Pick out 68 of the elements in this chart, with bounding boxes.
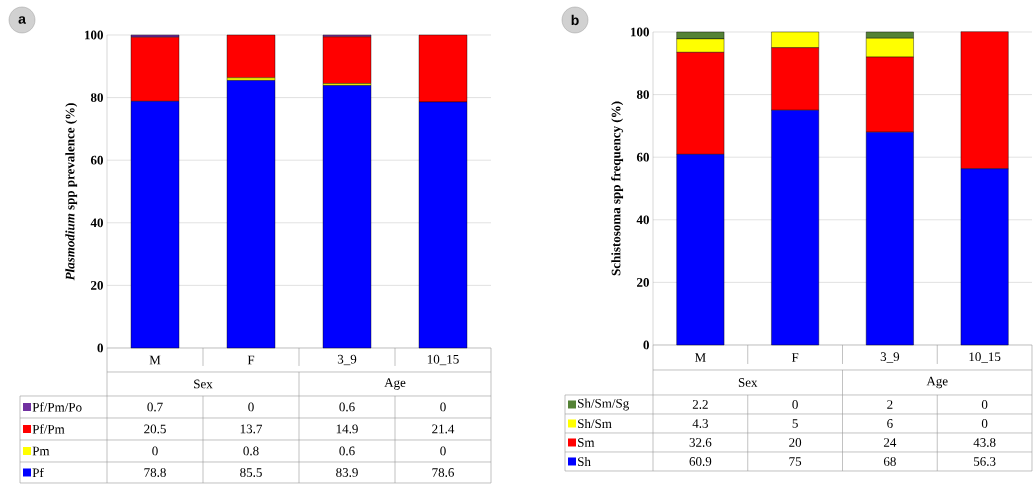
- text: Age: [926, 376, 948, 389]
- chart-title: b: [571, 14, 579, 26]
- legend-label: Sh/Sm: [578, 418, 612, 429]
- data-label: 0: [440, 446, 446, 456]
- data-label: 60.9: [689, 457, 712, 466]
- x-tick-label: 10_15: [969, 352, 1001, 363]
- y-tick-label: 0: [643, 340, 649, 350]
- data-label: 0: [792, 400, 798, 409]
- data-label: 21.4: [432, 424, 455, 434]
- x-tick-label: 10_15: [427, 354, 459, 366]
- legend-label: Sh: [578, 456, 591, 467]
- data-label: 0: [152, 446, 158, 456]
- data-label: 20: [789, 438, 802, 447]
- y-tick-label: 20: [637, 278, 649, 287]
- data-label: 0.8: [243, 446, 259, 456]
- y-tick-label: 80: [90, 93, 103, 102]
- data-label: 14.9: [336, 424, 358, 434]
- y-axis-title: Schistosoma spp frequency (%): [611, 101, 624, 276]
- data-label: 2: [887, 400, 893, 409]
- data-label: 0.7: [147, 402, 163, 412]
- y-tick-label: 40: [90, 218, 103, 228]
- data-label: 68: [883, 457, 896, 466]
- data-label: 0: [248, 402, 254, 412]
- data-label: 43.8: [973, 438, 996, 447]
- data-label: 56.3: [974, 457, 996, 466]
- data-label: 13.7: [240, 424, 263, 434]
- data-label: 85.5: [240, 468, 262, 477]
- data-label: 78.8: [144, 468, 166, 477]
- y-tick-label: 80: [636, 90, 649, 99]
- x-tick-label: 3_9: [880, 352, 900, 363]
- data-label: 0: [440, 402, 446, 412]
- text: Sex: [194, 379, 213, 389]
- legend-label: Sh/Sm/Sg: [578, 398, 629, 411]
- data-label: 0.6: [339, 446, 355, 456]
- data-label: 4.3: [692, 419, 708, 428]
- x-tick-label: M: [149, 355, 161, 365]
- y-tick-label: 60: [90, 155, 103, 165]
- legend-label: Pm: [32, 446, 50, 456]
- y-tick-label: 40: [636, 215, 649, 225]
- data-label: 24: [883, 438, 897, 447]
- y-axis-title: Plasmodium spp prevalence (%): [65, 103, 78, 281]
- data-label: 83.9: [336, 468, 358, 477]
- data-label: 0: [981, 400, 988, 409]
- x-tick-label: F: [791, 353, 799, 362]
- data-label: 0: [981, 419, 988, 428]
- data-label: 20.5: [144, 424, 166, 434]
- legend-label: Sm: [578, 438, 595, 447]
- x-tick-label: M: [694, 353, 706, 362]
- legend-label: Pf: [32, 467, 44, 478]
- y-tick-label: 60: [636, 152, 649, 162]
- data-label: 32.6: [689, 438, 712, 447]
- legend-label: Pf/Pm: [32, 424, 65, 434]
- x-tick-label: F: [247, 355, 255, 365]
- text: Age: [384, 378, 406, 390]
- text: Sex: [738, 378, 758, 387]
- y-tick-label: 100: [85, 30, 103, 40]
- data-label: 78.6: [432, 468, 454, 477]
- chart-title: a: [18, 16, 26, 24]
- data-label: 2.2: [692, 400, 708, 409]
- y-tick-label: 0: [97, 343, 103, 353]
- x-tick-label: 3_9: [337, 354, 357, 366]
- data-label: 5: [792, 419, 798, 428]
- data-label: 6: [887, 419, 893, 428]
- y-tick-label: 100: [631, 27, 649, 37]
- data-label: 75: [789, 457, 802, 466]
- legend-label: Pf/Pm/Po: [32, 402, 82, 412]
- data-label: 0.6: [339, 402, 355, 412]
- y-tick-label: 20: [91, 281, 103, 290]
